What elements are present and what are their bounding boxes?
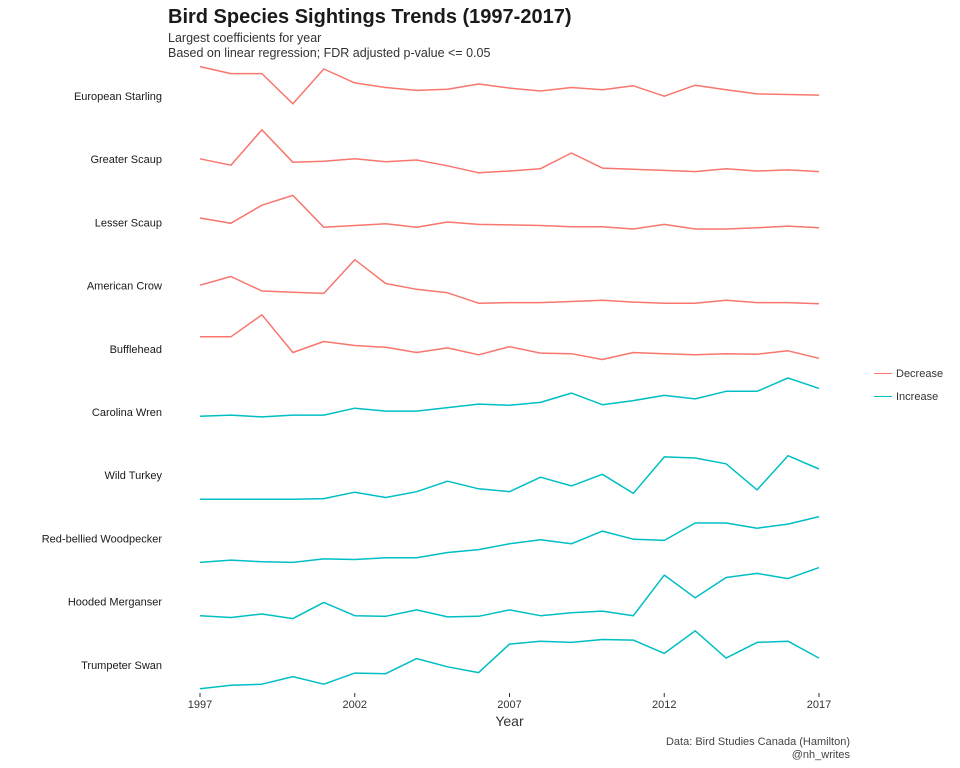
series-line-lesser-scaup [199, 194, 820, 230]
series-line-bufflehead [200, 314, 820, 361]
series-label-greater-scaup: Greater Scaup [90, 154, 162, 166]
species-labels: European Starling Greater Scaup Lesser Sca… [42, 91, 163, 672]
caption-author: @nh_writes [791, 749, 850, 761]
series-line-hooded-merganser [199, 566, 820, 620]
legend-label-decrease: Decrease [896, 367, 944, 380]
series-layer [199, 65, 820, 690]
series-line-wild-turkey [200, 454, 820, 500]
series-label-wild-turkey: Wild Turkey [105, 470, 163, 482]
chart-subtitle-line1: Largest coefficients for year [168, 31, 322, 45]
legend-swatch-decrease [874, 373, 892, 374]
legend-item-decrease: Decrease [874, 362, 943, 385]
series-label-american-crow: American Crow [87, 281, 162, 293]
series-label-bufflehead: Bufflehead [110, 344, 162, 356]
series-label-carolina-wren: Carolina Wren [92, 407, 162, 419]
x-tick-label-2017: 2017 [807, 699, 831, 711]
series-line-trumpeter-swan [199, 630, 820, 690]
x-tick-label-2007: 2007 [497, 699, 521, 711]
series-label-hooded-merganser: Hooded Merganser [68, 597, 163, 609]
series-line-red-bellied-woodpecker [199, 515, 820, 564]
series-line-american-crow [199, 258, 820, 305]
x-tick-label-1997: 1997 [188, 699, 212, 711]
x-tick-label-2002: 2002 [343, 699, 367, 711]
series-line-greater-scaup [199, 129, 820, 174]
chart-subtitle-line2: Based on linear regression; FDR adjusted… [168, 46, 491, 60]
series-label-red-bellied-woodpecker: Red-bellied Woodpecker [42, 533, 163, 545]
series-line-european-starling [199, 65, 820, 105]
legend-item-increase: Increase [874, 385, 943, 408]
series-label-european-starling: European Starling [74, 91, 162, 103]
legend: Decrease Increase [874, 362, 943, 408]
legend-swatch-increase [874, 396, 892, 397]
series-label-trumpeter-swan: Trumpeter Swan [81, 660, 162, 672]
x-axis: 1997 2002 2007 2012 2017 Year [188, 693, 831, 729]
x-tick-label-2012: 2012 [652, 699, 676, 711]
chart-title: Bird Species Sightings Trends (1997-2017… [168, 6, 572, 28]
series-line-carolina-wren [199, 377, 820, 418]
legend-label-increase: Increase [896, 390, 939, 403]
x-axis-title: Year [495, 713, 524, 729]
series-label-lesser-scaup: Lesser Scaup [95, 217, 162, 229]
caption-source: Data: Bird Studies Canada (Hamilton) [665, 736, 850, 748]
